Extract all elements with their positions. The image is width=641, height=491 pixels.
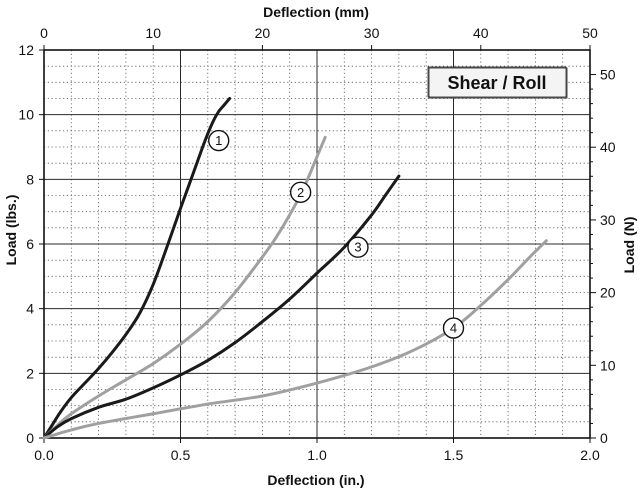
series-layer [42,97,548,440]
major-grid [44,50,590,438]
curve-label-circle [289,181,312,203]
right-axis-title: Load (N) [621,217,637,274]
y-tick-label: 2 [26,365,34,381]
y-tick-label: 4 [26,301,34,317]
y2-tick-label: 10 [600,357,616,373]
y-tick-label: 6 [26,236,34,252]
y-tick-label: 10 [18,107,34,123]
curve-label-3: 3 [354,240,361,255]
bottom-axis-title: Deflection (in.) [267,472,364,488]
curve-label-circle [208,129,230,152]
chart-badge: Shear / Roll [427,66,568,99]
curve-label-2: 2 [297,185,304,200]
y2-tick-label: 40 [600,139,616,155]
badge-text: Shear / Roll [447,73,546,93]
curve-label-1: 1 [215,133,222,148]
y-tick-label: 0 [26,430,34,446]
curve-labels: 1 2 3 4 [208,129,465,339]
left-axis-title: Load (lbs.) [3,195,19,266]
y-tick-label: 8 [26,171,34,187]
top-axis-title: Deflection (mm) [263,4,369,20]
x-tick-label: 0.5 [171,447,191,463]
x-tick-label: 1.0 [307,447,327,463]
x2-tick-label: 10 [145,25,161,41]
x2-tick-label: 20 [255,25,271,41]
curve-label-circle [347,236,369,258]
y2-tick-label: 50 [600,67,616,83]
x-tick-label: 0.0 [34,447,54,463]
y2-tick-label: 20 [600,285,616,301]
y-tick-label: 12 [18,42,34,58]
y2-tick-label: 0 [600,430,608,446]
axis-ticks [39,45,596,443]
curve-label-4: 4 [450,321,457,336]
series-line-3 [42,174,401,440]
x-tick-label: 2.0 [580,447,600,463]
x2-tick-label: 0 [40,25,48,41]
x-tick-label: 1.5 [444,447,464,463]
y2-tick-label: 30 [600,212,616,228]
x2-tick-label: 50 [582,25,598,41]
series-line-1 [42,97,232,440]
series-line-4 [42,239,548,440]
x2-tick-label: 30 [364,25,380,41]
x2-tick-label: 40 [473,25,489,41]
curve-label-circle [442,317,465,339]
